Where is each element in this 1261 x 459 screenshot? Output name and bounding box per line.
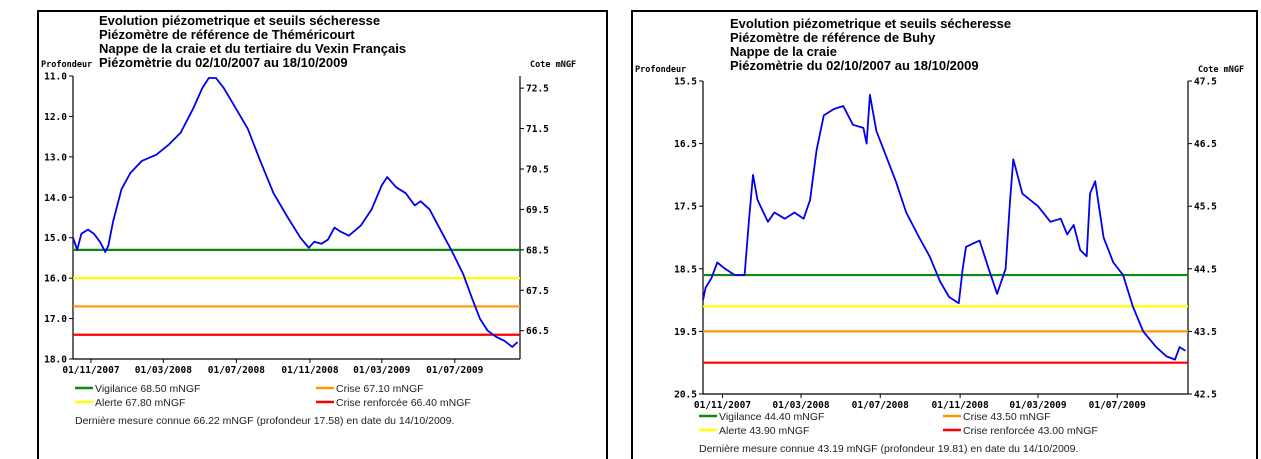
x-tick-label: 01/11/2008 (932, 400, 989, 411)
x-tick-label: 01/07/2008 (208, 365, 265, 376)
y-tick-label-left: 14.0 (44, 193, 67, 204)
chart-title-line: Nappe de la craie et du tertiaire du Vex… (99, 41, 406, 56)
x-tick-label: 01/11/2007 (694, 400, 751, 411)
y-tick-label-left: 11.0 (44, 72, 67, 83)
x-tick-label: 01/07/2008 (852, 400, 909, 411)
y-tick-label-right: 69.5 (526, 205, 549, 216)
y-axis-label-left: Profondeur (635, 65, 686, 75)
x-tick-label: 01/03/2009 (1009, 400, 1066, 411)
x-tick-label: 01/03/2008 (135, 365, 192, 376)
y-tick-label-right: 44.5 (1194, 264, 1217, 275)
chart-title-line: Piézomètre de référence de Théméricourt (99, 27, 355, 42)
legend-label: Vigilance 44.40 mNGF (719, 411, 824, 423)
chart-panel-buhy: Evolution piézometrique et seuils sécher… (631, 10, 1258, 459)
chart-title-line: Nappe de la craie (730, 44, 837, 59)
y-tick-label-right: 47.5 (1194, 77, 1217, 88)
last-measure-note: Dernière mesure connue 66.22 mNGF (profo… (75, 415, 454, 427)
y-tick-label-right: 46.5 (1194, 139, 1217, 150)
y-tick-label-left: 13.0 (44, 152, 67, 163)
x-tick-label: 01/07/2009 (1089, 400, 1146, 411)
chart-title-line: Piézomètrie du 02/10/2007 au 18/10/2009 (730, 58, 979, 73)
x-tick-label: 01/11/2008 (281, 365, 338, 376)
y-tick-label-left: 18.5 (674, 264, 697, 275)
y-tick-label-right: 68.5 (526, 245, 549, 256)
y-tick-label-right: 67.5 (526, 286, 549, 297)
y-tick-label-right: 72.5 (526, 84, 549, 95)
legend-label: Crise renforcée 43.00 mNGF (963, 425, 1098, 437)
y-axis-label-left: Profondeur (41, 60, 92, 70)
y-tick-label-left: 18.0 (44, 355, 67, 366)
y-tick-label-right: 71.5 (526, 124, 549, 135)
y-tick-label-right: 45.5 (1194, 202, 1217, 213)
legend-label: Alerte 43.90 mNGF (719, 425, 809, 437)
series-line-niveau (702, 93, 1186, 361)
series-line-niveau (72, 77, 519, 348)
x-tick-label: 01/07/2009 (426, 365, 483, 376)
legend-label: Alerte 67.80 mNGF (95, 397, 185, 409)
x-tick-label: 01/03/2009 (353, 365, 410, 376)
chart-title-line: Evolution piézometrique et seuils sécher… (730, 16, 1011, 31)
y-tick-label-left: 19.5 (674, 327, 697, 338)
x-tick-label: 01/03/2008 (772, 400, 829, 411)
chart-svg-themericourt: Evolution piézometrique et seuils sécher… (41, 13, 576, 427)
y-tick-label-right: 43.5 (1194, 327, 1217, 338)
y-tick-label-right: 42.5 (1194, 390, 1217, 401)
legend-label: Crise 43.50 mNGF (963, 411, 1051, 423)
y-tick-label-left: 12.0 (44, 112, 67, 123)
y-tick-label-left: 16.0 (44, 274, 67, 285)
chart-title-line: Piézomètre de référence de Buhy (730, 30, 936, 45)
y-tick-label-right: 70.5 (526, 164, 549, 175)
legend-label: Crise renforcée 66.40 mNGF (336, 397, 471, 409)
legend-label: Vigilance 68.50 mNGF (95, 383, 200, 395)
y-axis-label-right: Cote mNGF (1198, 65, 1244, 75)
y-tick-label-left: 20.5 (674, 390, 697, 401)
y-tick-label-left: 15.0 (44, 233, 67, 244)
x-tick-label: 01/11/2007 (62, 365, 119, 376)
y-tick-label-right: 66.5 (526, 326, 549, 337)
y-tick-label-left: 17.0 (44, 314, 67, 325)
chart-svg-buhy: Evolution piézometrique et seuils sécher… (635, 16, 1244, 455)
chart-panel-themericourt: Evolution piézometrique et seuils sécher… (37, 10, 608, 459)
chart-title-line: Piézomètrie du 02/10/2007 au 18/10/2009 (99, 55, 348, 70)
y-axis-label-right: Cote mNGF (530, 60, 576, 70)
y-tick-label-left: 15.5 (674, 77, 697, 88)
chart-title-line: Evolution piézometrique et seuils sécher… (99, 13, 380, 28)
y-tick-label-left: 17.5 (674, 202, 697, 213)
last-measure-note: Dernière mesure connue 43.19 mNGF (profo… (699, 443, 1078, 455)
y-tick-label-left: 16.5 (674, 139, 697, 150)
legend-label: Crise 67.10 mNGF (336, 383, 424, 395)
